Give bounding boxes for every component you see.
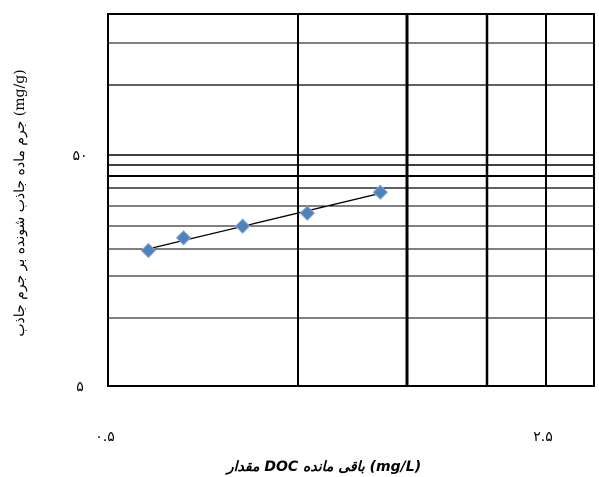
data-point: [372, 184, 389, 200]
grid-lines: [108, 14, 594, 386]
data-point: [234, 218, 251, 234]
x-tick-label: ۲.۵: [533, 429, 553, 445]
data-point: [175, 230, 192, 246]
y-axis-label: جرم ماده جاذب شونده بر جرم جاذب (mg/g): [12, 69, 28, 336]
data-points: [140, 184, 389, 259]
y-tick-label: ۵: [76, 379, 84, 395]
data-point: [140, 242, 157, 259]
axes: [107, 14, 594, 387]
tick-labels: ۰.۵ ۲.۵ ۵ ۵۰: [72, 148, 552, 445]
x-axis-label: مقدار DOC باقی مانده (mg/L): [225, 459, 421, 475]
data-point: [299, 205, 316, 221]
x-tick-label: ۰.۵: [95, 429, 115, 445]
y-tick-label: ۵۰: [72, 148, 87, 164]
